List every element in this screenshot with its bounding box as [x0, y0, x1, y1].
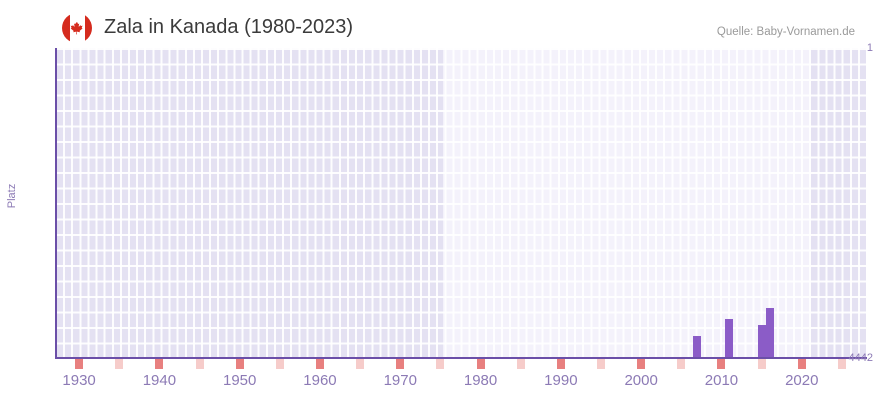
y-axis-line: [55, 48, 57, 359]
x-tick-minor: [597, 359, 606, 369]
x-axis-label: 2000: [624, 372, 658, 389]
x-tick-major: [315, 359, 324, 369]
chart-title: Zala in Kanada (1980-2023): [104, 16, 354, 38]
bar[interactable]: [765, 308, 774, 358]
x-tick-major: [396, 359, 405, 369]
x-tick-major: [75, 359, 84, 369]
x-tick-minor: [115, 359, 124, 369]
x-tick-major: [235, 359, 244, 369]
x-axis-label: 1950: [222, 372, 257, 389]
x-tick-minor: [677, 359, 686, 369]
x-axis-label: 1970: [383, 372, 417, 389]
y-axis-top-label: 1: [866, 42, 873, 54]
x-tick-major: [637, 359, 646, 369]
x-tick-minor: [516, 359, 525, 369]
flag-band-right: [84, 13, 92, 43]
x-axis-label: 1930: [62, 372, 96, 389]
flag-band-left: [62, 13, 70, 43]
x-tick-minor: [757, 359, 766, 369]
chart-header: Zala in Kanada (1980-2023) Quelle: Baby-…: [0, 0, 873, 45]
x-axis-label: 1990: [544, 372, 578, 389]
bar[interactable]: [757, 324, 766, 358]
x-tick-major: [717, 359, 726, 369]
maple-leaf-icon: [70, 21, 83, 35]
x-tick-major: [155, 359, 164, 369]
y-axis-bottom-label: 4442: [848, 352, 873, 364]
x-axis-label: 2010: [704, 372, 739, 389]
bar[interactable]: [693, 336, 702, 358]
x-tick-major: [476, 359, 485, 369]
x-axis-label: 1960: [303, 372, 337, 389]
x-axis-label: 2020: [785, 372, 819, 389]
bar[interactable]: [725, 319, 734, 358]
x-axis-label: 1980: [463, 372, 498, 389]
grid-lines: [55, 48, 866, 358]
x-tick-minor: [195, 359, 204, 369]
x-axis-label: 1940: [142, 372, 177, 389]
x-tick-minor: [837, 359, 846, 369]
y-axis-title: Platz: [6, 183, 18, 209]
x-tick-major: [556, 359, 565, 369]
source-label: Quelle: Baby-Vornamen.de: [716, 26, 855, 38]
canada-flag-icon: [62, 13, 92, 43]
x-tick-minor: [275, 359, 284, 369]
x-tick-major: [797, 359, 806, 369]
plot-area: [55, 48, 866, 358]
x-tick-minor: [436, 359, 445, 369]
x-tick-minor: [356, 359, 365, 369]
x-axis-line: [55, 357, 867, 359]
